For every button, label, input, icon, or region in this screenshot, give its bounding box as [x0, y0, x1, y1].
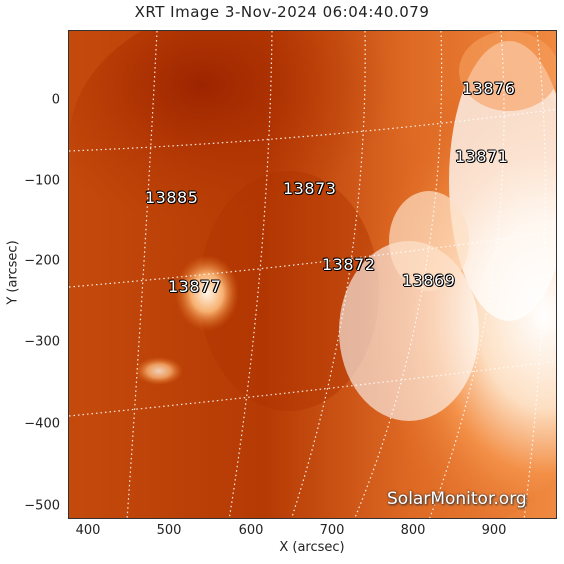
x-tick: 400: [75, 523, 101, 538]
region-label: 13873: [283, 179, 337, 198]
y-tick: 0: [51, 92, 60, 108]
x-tick: 800: [400, 523, 426, 538]
xrt-solar-image: [69, 31, 556, 518]
region-label: 13876: [462, 79, 516, 98]
region-label: 13877: [168, 277, 222, 296]
region-label: 13869: [402, 271, 456, 290]
x-axis-label: X (arcsec): [279, 540, 345, 555]
x-tick: 500: [156, 523, 182, 538]
watermark-text: SolarMonitor.org: [387, 489, 527, 509]
region-label: 13885: [145, 188, 199, 207]
x-tick: 900: [481, 523, 507, 538]
region-label: 13872: [322, 255, 376, 274]
image-title: XRT Image 3-Nov-2024 06:04:40.079: [134, 3, 430, 21]
solar-image-panel: [68, 30, 557, 519]
y-tick: −500: [24, 498, 60, 514]
y-tick: −400: [24, 416, 60, 432]
y-tick: −100: [24, 173, 60, 189]
x-tick: 600: [238, 523, 264, 538]
y-axis-label: Y (arcsec): [5, 240, 21, 305]
x-tick: 700: [319, 523, 345, 538]
region-label: 13871: [455, 147, 509, 166]
y-tick: −300: [24, 334, 60, 350]
y-tick: −200: [24, 253, 60, 269]
